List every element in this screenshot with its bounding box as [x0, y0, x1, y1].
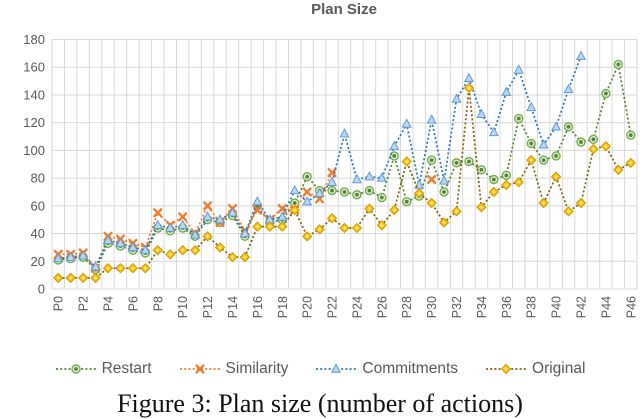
chart-canvas: 0 20 40 60 80 100 120 140 160 180 P0 P2 P4 P6 P8 P10 P12… — [23, 32, 638, 318]
x-tick-label: P24 — [350, 296, 364, 318]
y-tick-label: 40 — [31, 226, 45, 241]
x-tick-label: P36 — [500, 296, 514, 318]
chart-legend: Restart Similarity Commitments Original — [0, 358, 640, 380]
y-tick-label: 180 — [23, 32, 45, 47]
x-tick-label: P12 — [201, 296, 215, 318]
legend-label: Original — [532, 360, 586, 377]
legend-swatch-triangle-icon — [316, 363, 357, 373]
x-tick-label: P38 — [525, 296, 539, 318]
x-tick-label: P0 — [52, 296, 66, 311]
x-tick-label: P42 — [574, 296, 588, 318]
legend-item-commitments: Commitments — [315, 360, 458, 378]
x-tick-label: P30 — [425, 296, 439, 318]
gridlines — [51, 39, 638, 290]
x-tick-label: P8 — [151, 296, 165, 311]
y-tick-label: 100 — [23, 143, 45, 158]
x-tick-label: P34 — [475, 296, 489, 318]
x-tick-label: P6 — [126, 296, 140, 311]
legend-swatch-x-icon — [179, 364, 220, 374]
x-tick-label: P44 — [599, 296, 613, 318]
x-tick-label: P32 — [450, 296, 464, 318]
series-original — [53, 82, 636, 284]
legend-item-restart: Restart — [55, 360, 152, 378]
x-tick-label: P20 — [301, 296, 315, 318]
legend-label: Commitments — [362, 360, 459, 377]
x-tick-label: P26 — [375, 296, 389, 318]
x-tick-label: P14 — [226, 296, 240, 318]
legend-swatch-circle-icon — [55, 364, 96, 374]
legend-label: Similarity — [225, 360, 289, 377]
y-tick-label: 20 — [31, 254, 45, 269]
x-tick-label: P10 — [176, 296, 190, 318]
x-tick-label: P22 — [326, 296, 340, 318]
figure-caption: Figure 3: Plan size (number of actions) — [117, 389, 523, 418]
y-tick-label: 60 — [31, 198, 45, 213]
y-tick-label: 80 — [31, 171, 45, 186]
plan-size-chart: Plan Size 0 20 40 60 80 100 120 140 160 180 P0 P2 P4… — [23, 1, 638, 318]
x-tick-label: P40 — [550, 296, 564, 318]
series-commitments — [53, 50, 587, 271]
x-tick-label: P4 — [102, 296, 116, 311]
chart-title: Plan Size — [311, 1, 377, 18]
legend-item-original: Original — [485, 360, 585, 378]
x-tick-label: P28 — [400, 296, 414, 318]
x-tick-label: P16 — [251, 296, 265, 318]
y-axis-labels: 0 20 40 60 80 100 120 140 160 180 — [23, 32, 45, 297]
y-tick-label: 120 — [23, 115, 45, 130]
x-tick-label: P2 — [77, 296, 91, 311]
y-tick-label: 160 — [23, 60, 45, 75]
legend-item-similarity: Similarity — [179, 360, 289, 378]
y-tick-label: 140 — [23, 87, 45, 102]
x-axis-labels: P0 P2 P4 P6 P8 P10 P12 P14 P16 P18 P20 P22 P24 P26 P28… — [52, 296, 639, 318]
y-tick-label: 0 — [38, 282, 45, 297]
series-restart — [53, 59, 636, 275]
x-tick-label: P46 — [624, 296, 638, 318]
legend-label: Restart — [101, 360, 152, 377]
x-tick-label: P18 — [276, 296, 290, 318]
legend-swatch-diamond-icon — [486, 363, 527, 375]
